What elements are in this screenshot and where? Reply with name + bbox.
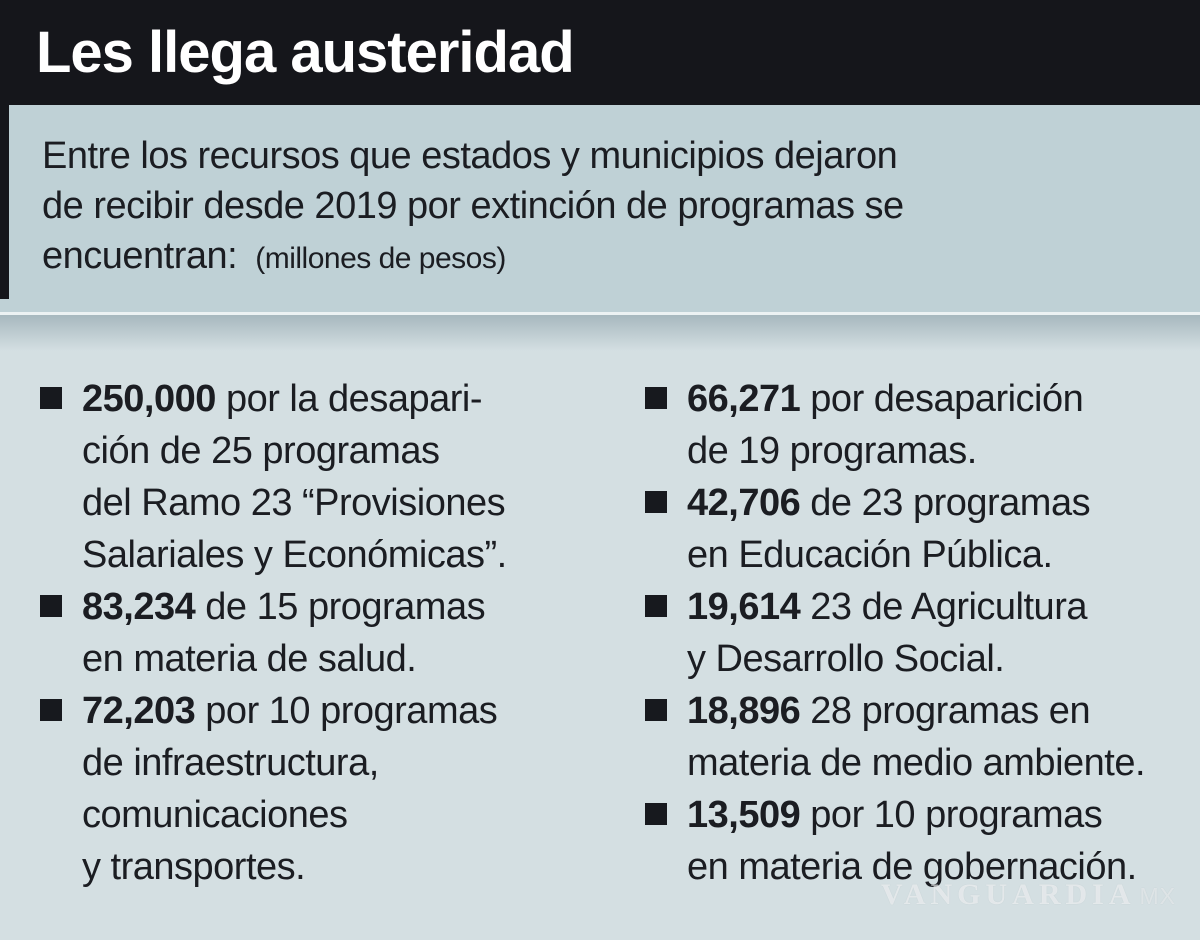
- item-text: por la desapari- ción de 25 programas de…: [82, 378, 507, 576]
- list-item: 19,614 23 de Agricultura y Desarrollo So…: [645, 581, 1190, 685]
- list-item: 66,271 por desaparición de 19 programas.: [645, 373, 1190, 477]
- list-item: 72,203 por 10 programas de infraestructu…: [40, 685, 605, 893]
- intro-band: Entre los recursos que estados y municip…: [0, 105, 1200, 315]
- list-item: 13,509 por 10 programas en materia de go…: [645, 789, 1190, 893]
- right-column: 66,271 por desaparición de 19 programas.…: [645, 373, 1190, 893]
- item-text: por 10 programas en materia de gobernaci…: [687, 794, 1137, 888]
- divider-shadow: [0, 315, 1200, 351]
- item-value: 72,203: [82, 690, 196, 732]
- columns: 250,000 por la desapari- ción de 25 prog…: [40, 373, 1200, 893]
- watermark: VANGUARDIA MX: [881, 878, 1176, 912]
- item-text: de 23 programas en Educación Pública.: [687, 482, 1091, 576]
- bullet-square-icon: [40, 595, 62, 617]
- item-value: 42,706: [687, 482, 801, 524]
- item-value: 13,509: [687, 794, 801, 836]
- list-item: 83,234 de 15 programas en materia de sal…: [40, 581, 605, 685]
- item-text: por desaparición de 19 programas.: [687, 378, 1084, 472]
- item-text: de 15 programas en materia de salud.: [82, 586, 486, 680]
- item-text: 23 de Agricultura y Desarrollo Social.: [687, 586, 1087, 680]
- bullet-square-icon: [40, 387, 62, 409]
- item-value: 83,234: [82, 586, 196, 628]
- bullet-square-icon: [40, 699, 62, 721]
- list-item: 250,000 por la desapari- ción de 25 prog…: [40, 373, 605, 581]
- content-area: 250,000 por la desapari- ción de 25 prog…: [0, 315, 1200, 940]
- item-text: por 10 programas de infraestructura, com…: [82, 690, 498, 888]
- list-item: 42,706 de 23 programas en Educación Públ…: [645, 477, 1190, 581]
- item-value: 18,896: [687, 690, 801, 732]
- unit-note: (millones de pesos): [255, 242, 506, 275]
- watermark-brand: VANGUARDIA: [881, 878, 1136, 911]
- list-item: 18,896 28 programas en materia de medio …: [645, 685, 1190, 789]
- bullet-square-icon: [645, 595, 667, 617]
- intro-text: Entre los recursos que estados y municip…: [42, 135, 904, 277]
- item-value: 66,271: [687, 378, 801, 420]
- item-text: 28 programas en materia de medio ambient…: [687, 690, 1146, 784]
- intro-line: Entre los recursos que estados y municip…: [42, 131, 1170, 281]
- item-value: 19,614: [687, 586, 801, 628]
- page-title: Les llega austeridad: [36, 19, 575, 85]
- bullet-square-icon: [645, 387, 667, 409]
- bullet-square-icon: [645, 491, 667, 513]
- left-accent-bar: [0, 105, 9, 299]
- bullet-square-icon: [645, 699, 667, 721]
- item-value: 250,000: [82, 378, 216, 420]
- left-column: 250,000 por la desapari- ción de 25 prog…: [40, 373, 605, 893]
- watermark-suffix: MX: [1139, 883, 1176, 909]
- header-bar: Les llega austeridad: [0, 0, 1200, 105]
- bullet-square-icon: [645, 803, 667, 825]
